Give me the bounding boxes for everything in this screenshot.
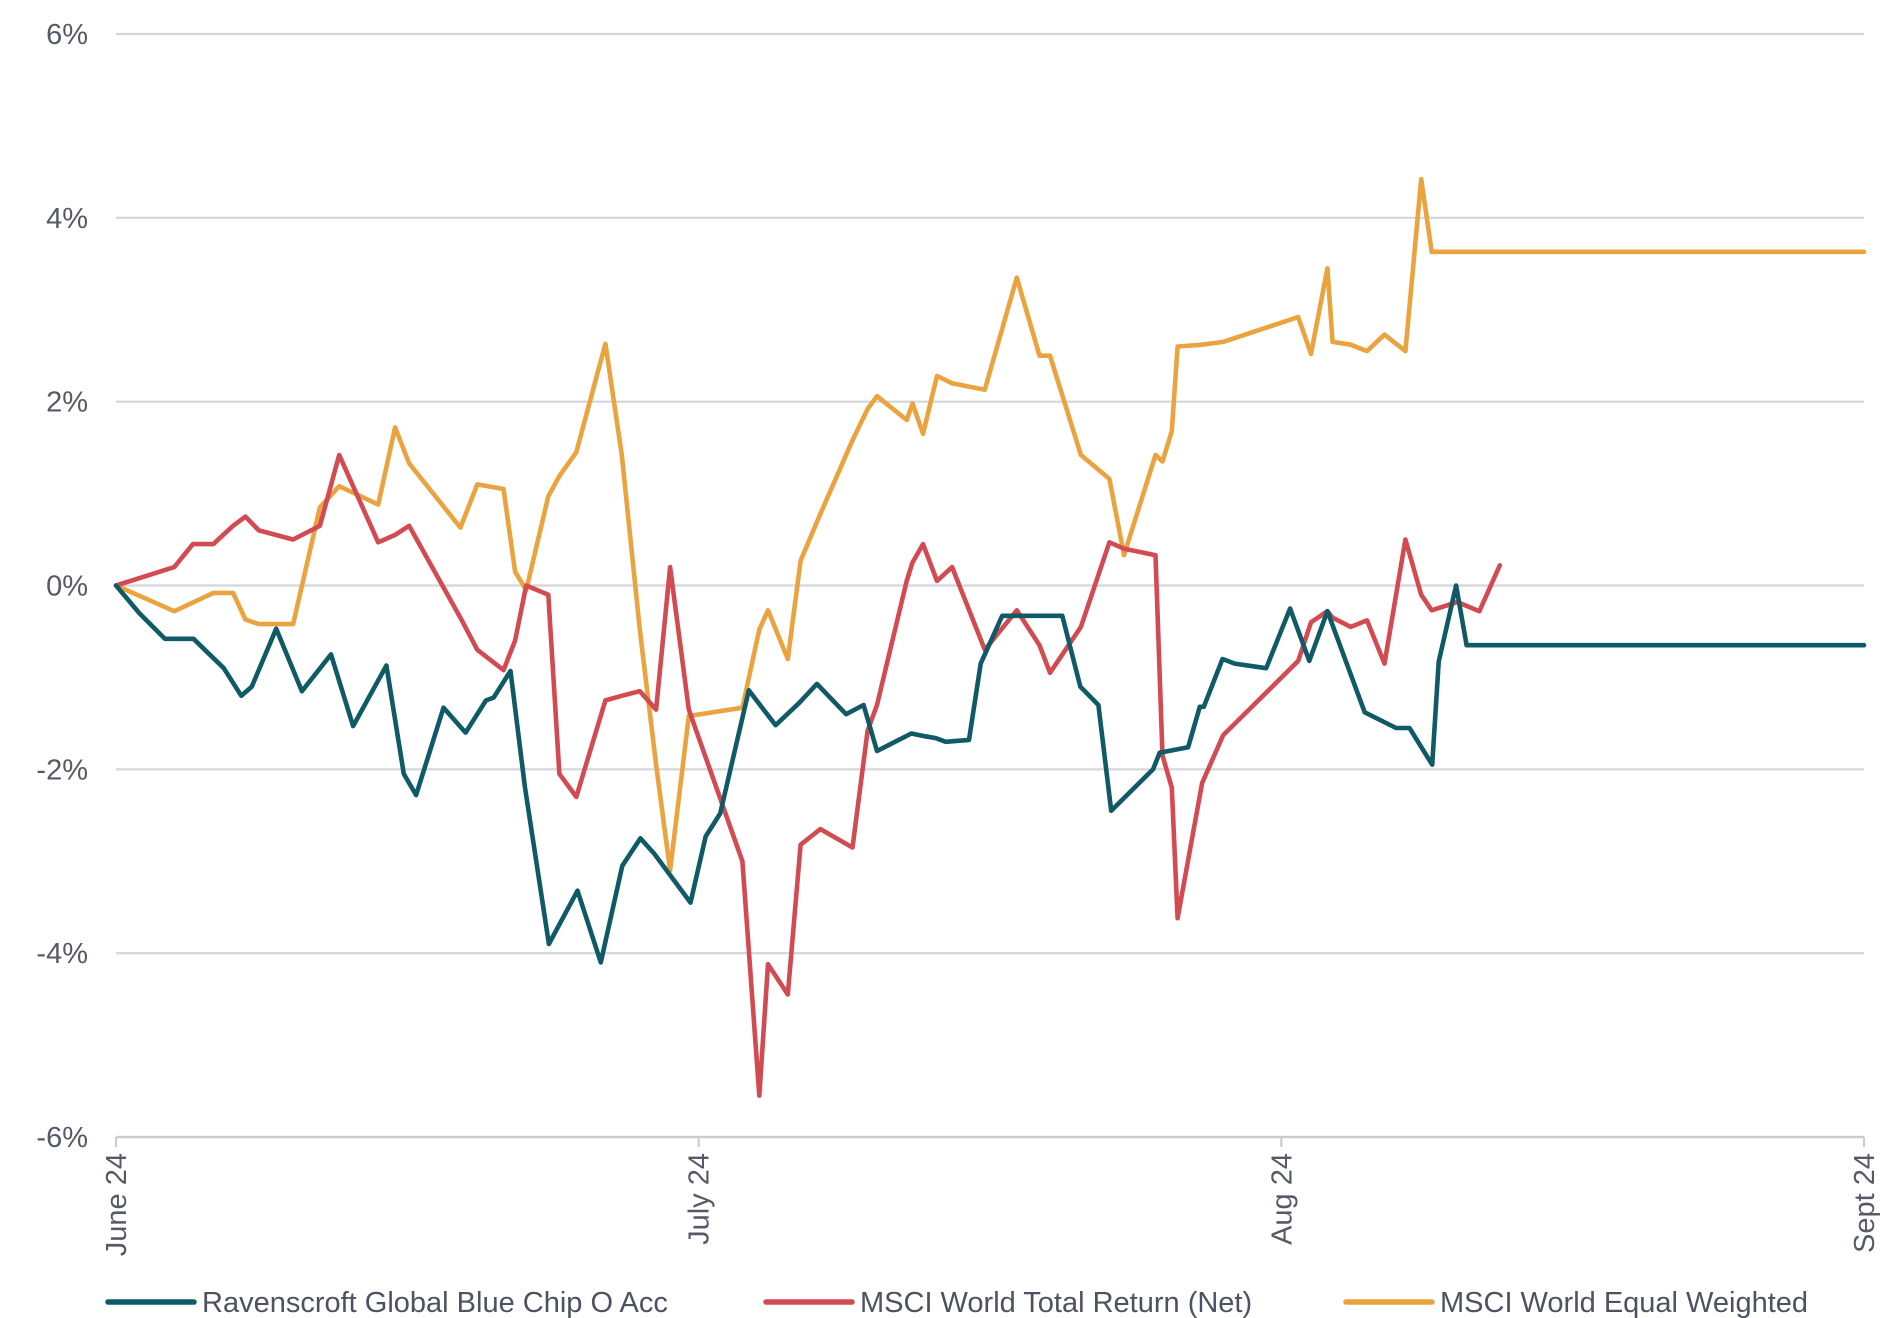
y-tick-label: -6% (36, 1122, 88, 1154)
series-lines (113, 176, 1867, 1098)
legend-label: Ravenscroft Global Blue Chip O Acc (202, 1287, 668, 1318)
y-tick-label: -2% (36, 754, 88, 786)
x-tick-label: July 24 (684, 1153, 716, 1245)
y-tick-label: 4% (46, 203, 88, 235)
gridlines (116, 32, 1864, 1139)
y-tick-label: 2% (46, 387, 88, 419)
x-axis: June 24 July 24 Aug 24 Sept 24 (101, 1135, 1881, 1256)
legend: Ravenscroft Global Blue Chip O Acc MSCI W… (105, 1287, 1808, 1318)
series-line-0 (113, 583, 1867, 965)
y-tick-label: -4% (36, 938, 88, 970)
x-tick-label: Sept 24 (1849, 1153, 1881, 1253)
x-tick-label: Aug 24 (1266, 1153, 1298, 1245)
legend-label: MSCI World Total Return (Net) (860, 1287, 1252, 1318)
y-tick-label: 6% (46, 19, 88, 51)
y-axis-ticks: 6% 4% 2% 0% -2% -4% -6% (36, 19, 88, 1154)
series-line-2 (113, 176, 1867, 873)
y-tick-label: 0% (46, 571, 88, 603)
legend-label: MSCI World Equal Weighted (1440, 1287, 1808, 1318)
x-tick-label: June 24 (101, 1153, 133, 1256)
series-line-1 (113, 452, 1503, 1098)
